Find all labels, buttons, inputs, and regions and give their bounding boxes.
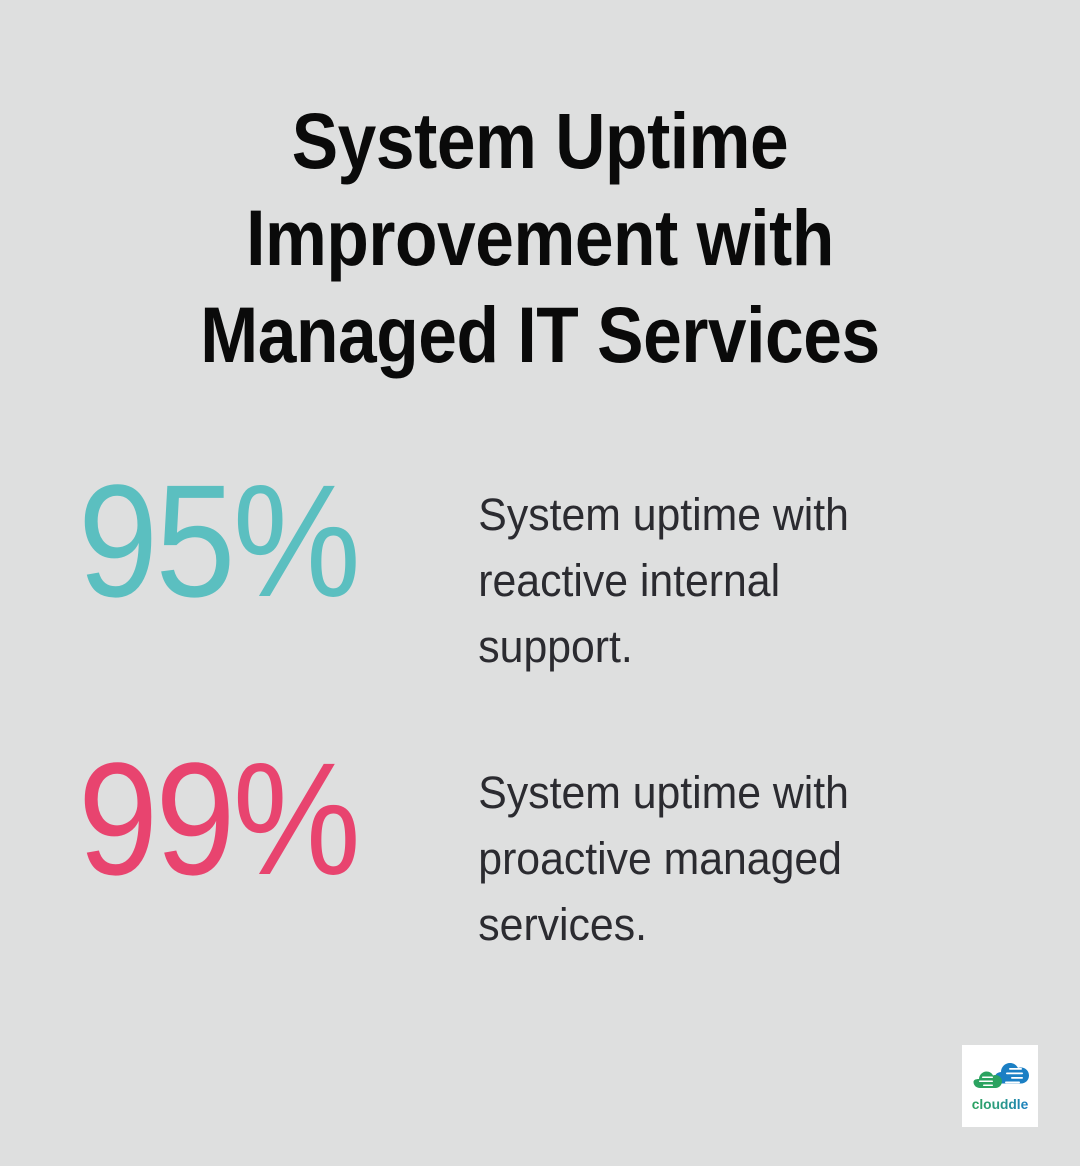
logo-wordmark-text: clouddle	[972, 1097, 1029, 1112]
stat-description-uptime-reactive: System uptime with reactive internal sup…	[478, 489, 849, 672]
stat-description-uptime-managed: System uptime with proactive managed ser…	[478, 767, 849, 950]
stat-row: 99% System uptime with proactive managed…	[78, 729, 958, 958]
cloud-logo-icon	[973, 1063, 1029, 1088]
page-title: System Uptime Improvement with Managed I…	[0, 92, 1080, 383]
logo-wordmark: clouddle	[972, 1097, 1029, 1112]
cloud-blue-shape	[995, 1063, 1029, 1084]
stat-value-uptime-managed: 99%	[78, 729, 361, 908]
brand-logo: clouddle	[962, 1045, 1038, 1127]
title-line-1: System Uptime	[291, 96, 789, 185]
stat-row: 95% System uptime with reactive internal…	[78, 451, 958, 680]
stat-value-uptime-reactive: 95%	[78, 451, 361, 630]
title-line-3: Managed IT Services	[200, 290, 880, 379]
cloud-green-shape	[973, 1071, 1002, 1088]
title-line-2: Improvement with	[246, 193, 834, 282]
